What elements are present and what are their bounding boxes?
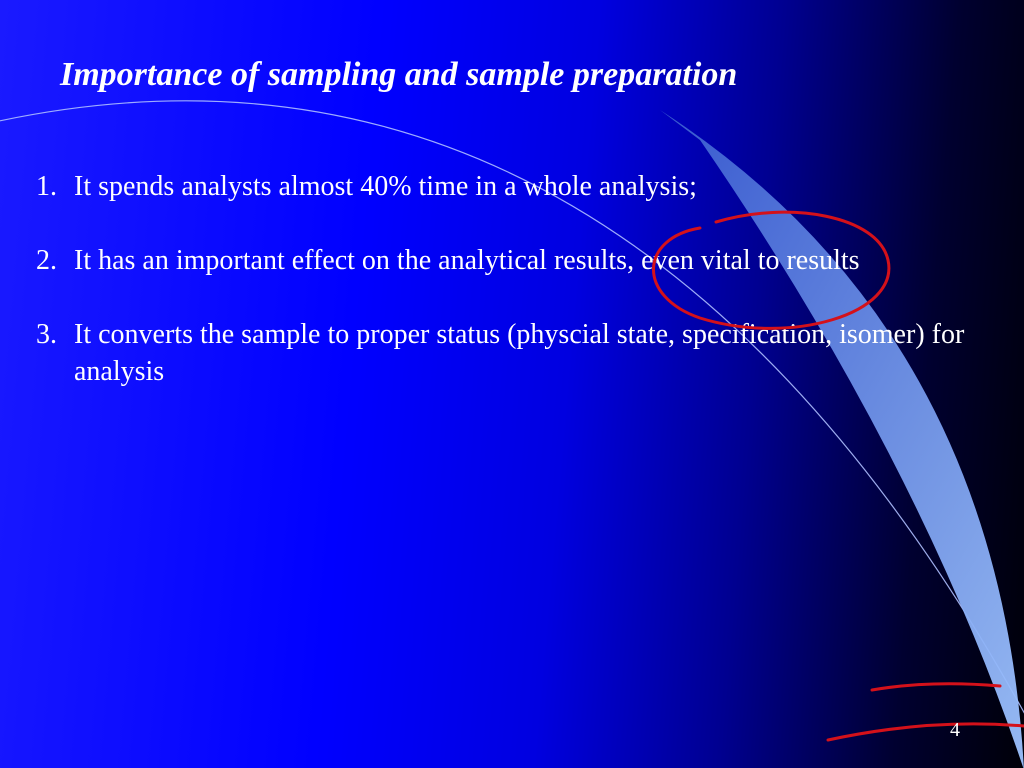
list-item: 1. It spends analysts almost 40% time in… [36, 168, 976, 206]
list-item: 2. It has an important effect on the ana… [36, 242, 976, 280]
page-number: 4 [950, 719, 960, 742]
underline-annotation-2 [828, 724, 1024, 740]
item-number: 1. [36, 168, 74, 206]
item-number: 2. [36, 242, 74, 280]
item-text: It has an important effect on the analyt… [74, 242, 976, 280]
item-text: It spends analysts almost 40% time in a … [74, 168, 976, 206]
bullet-list: 1. It spends analysts almost 40% time in… [36, 168, 976, 427]
item-text: It converts the sample to proper status … [74, 316, 976, 392]
list-item: 3. It converts the sample to proper stat… [36, 316, 976, 392]
slide-title: Importance of sampling and sample prepar… [60, 56, 737, 94]
item-number: 3. [36, 316, 74, 392]
underline-annotation-1 [872, 684, 1000, 690]
